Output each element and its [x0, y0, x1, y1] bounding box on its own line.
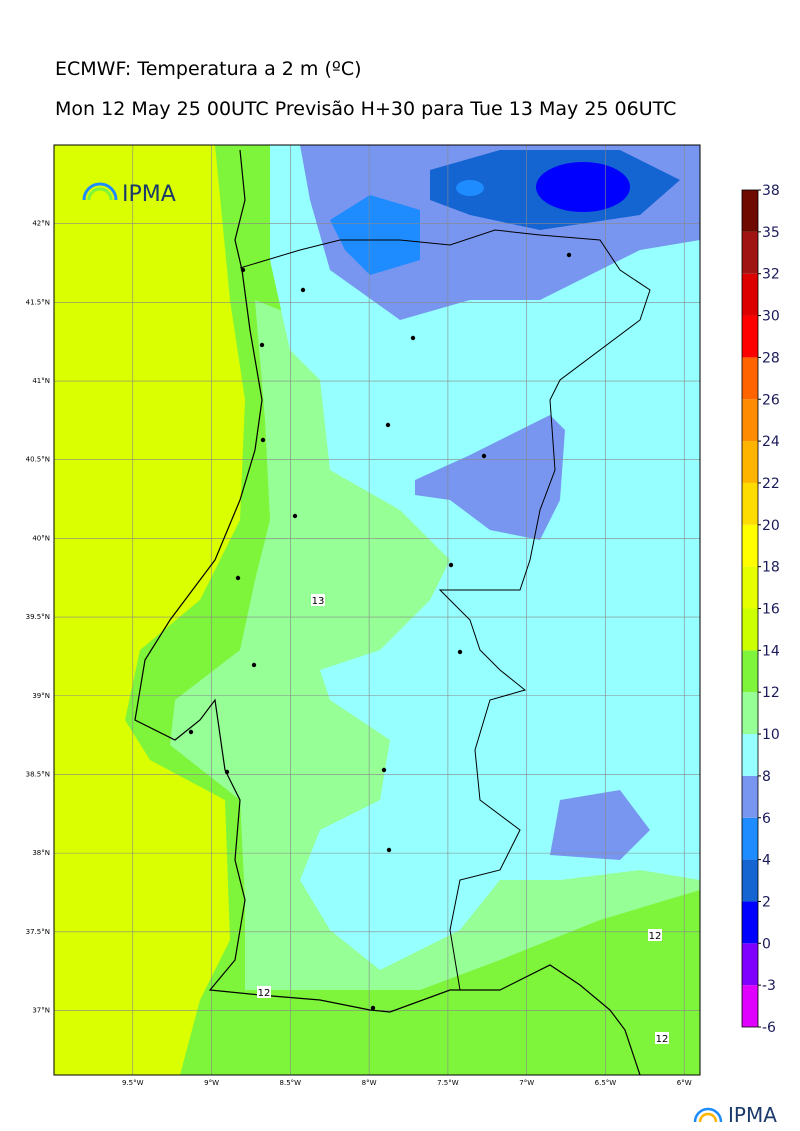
colorbar-segment: [742, 859, 758, 902]
lon-tick-label: 8.5°W: [280, 1079, 302, 1087]
contour-label-box: [648, 929, 662, 941]
lat-tick-label: 37°N: [32, 1006, 50, 1014]
colorbar-label: 22: [762, 476, 780, 492]
colorbar-segment: [742, 315, 758, 358]
colorbar-segment: [742, 441, 758, 483]
lon-tick-label: 6°W: [677, 1079, 692, 1087]
lat-tick-label: 42°N: [32, 220, 50, 228]
lat-tick-label: 39.5°N: [26, 613, 50, 621]
colorbar-label: 16: [762, 602, 780, 618]
colorbar-label: 6: [762, 811, 771, 827]
colorbar-segment: [742, 482, 758, 525]
lon-tick-label: 8°W: [362, 1079, 377, 1087]
colorbar-segment: [742, 734, 758, 776]
colorbar-label: 24: [762, 434, 780, 450]
colorbar-label: 0: [762, 936, 771, 952]
contour-label-box: [311, 594, 325, 606]
city-markers: [188, 252, 572, 1011]
colorbar-label: 28: [762, 350, 780, 366]
colorbar-label: 35: [762, 225, 780, 241]
contour-label: 12: [656, 1034, 669, 1045]
contour-label-box: [257, 986, 271, 998]
lon-tick-label: 7.5°W: [437, 1079, 459, 1087]
lat-tick-label: 41.5°N: [26, 298, 50, 306]
logo-text: IPMA: [122, 182, 176, 207]
colorbar-label: 18: [762, 560, 780, 576]
colorbar-label: 30: [762, 309, 780, 325]
coastline: [134, 149, 651, 1076]
colorbar-label: 10: [762, 727, 780, 743]
lon-tick-label: 9°W: [204, 1079, 219, 1087]
colorbar-segment: [742, 692, 758, 735]
map-frame: [53, 144, 701, 1076]
colorbar-segment: [742, 775, 758, 818]
lon-tick-label: 9.5°W: [122, 1079, 144, 1087]
colorbar-label: 38: [762, 183, 780, 199]
contour-label: 12: [258, 988, 271, 999]
lat-tick-label: 38.5°N: [26, 770, 50, 778]
subtitle: Mon 12 May 25 00UTC Previsão H+30 para T…: [55, 98, 676, 120]
title: ECMWF: Temperatura a 2 m (ºC): [55, 58, 362, 80]
colorbar-segment: [742, 566, 758, 609]
contour-label: 12: [649, 931, 662, 942]
colorbar-label: 14: [762, 643, 780, 659]
colorbar-segment: [742, 901, 758, 944]
colorbar-label: 32: [762, 267, 780, 283]
colorbar-segment: [742, 524, 758, 567]
colorbar-segment: [742, 190, 758, 232]
colorbar-segment: [742, 399, 758, 442]
colorbar-segment: [742, 943, 758, 986]
colorbar-label: -3: [762, 978, 776, 994]
colorbar-label: -6: [762, 1020, 776, 1036]
colorbar-label: 12: [762, 685, 780, 701]
lon-tick-label: 6.5°W: [595, 1079, 617, 1087]
logo-text: IPMA: [728, 1103, 777, 1127]
colorbar-segment: [742, 650, 758, 693]
lon-tick-label: 7°W: [519, 1079, 534, 1087]
colorbar-label: 8: [762, 769, 771, 785]
colorbar-segment: [742, 817, 758, 860]
lat-tick-label: 37.5°N: [26, 928, 50, 936]
colorbar-segment: [742, 273, 758, 316]
lat-tick-label: 40.5°N: [26, 456, 50, 464]
logo-top: IPMA: [82, 182, 176, 207]
colorbar-label: 20: [762, 518, 780, 534]
contour-label-box: [655, 1032, 669, 1044]
colorbar-label: 2: [762, 894, 771, 910]
lat-tick-label: 41°N: [32, 377, 50, 385]
lat-tick-label: 38°N: [32, 849, 50, 857]
colorbar-segment: [742, 357, 758, 400]
colorbar-segment: [742, 985, 758, 1027]
contour-label: 13: [312, 596, 325, 607]
colorbar-label: 4: [762, 853, 771, 869]
colorbar-label: 26: [762, 392, 780, 408]
graticule: [54, 145, 700, 1075]
lat-tick-label: 40°N: [32, 534, 50, 542]
lat-tick-label: 39°N: [32, 692, 50, 700]
temperature-field: [54, 145, 700, 1075]
colorbar-segment: [742, 231, 758, 274]
colorbar-segment: [742, 608, 758, 651]
logo-bottom: IPMA: [693, 1103, 777, 1127]
